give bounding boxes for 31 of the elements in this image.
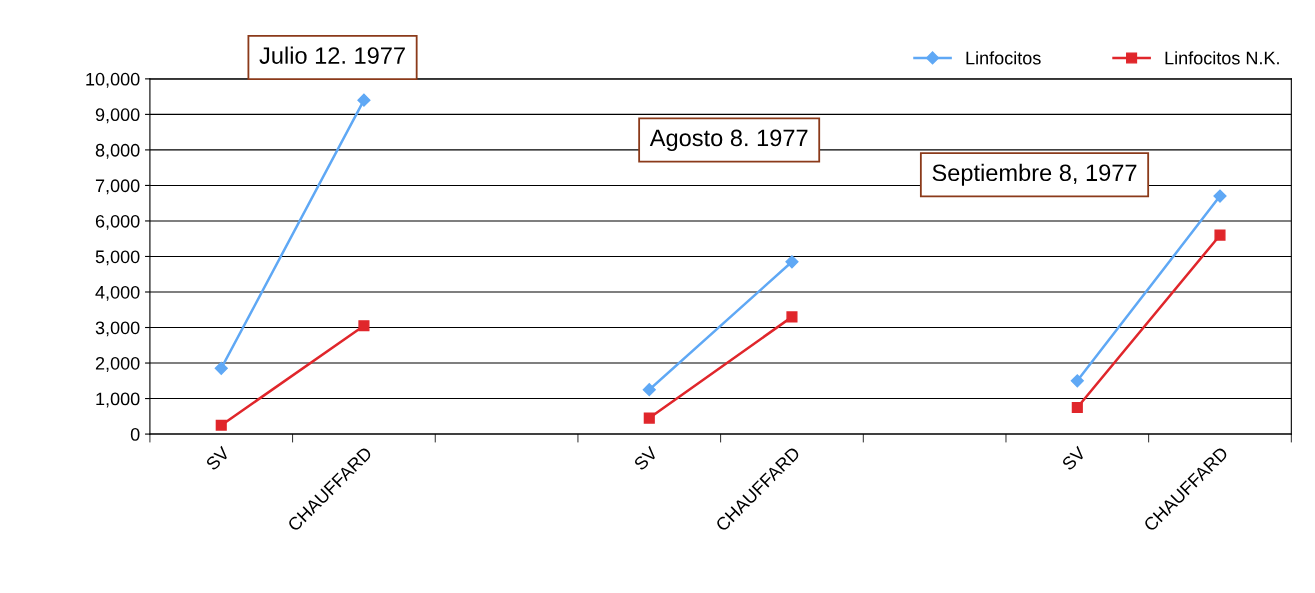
point: [215, 419, 227, 431]
y-tick-label: 7,000: [95, 179, 140, 195]
y-tick-label: 3,000: [95, 321, 140, 337]
point: [214, 361, 228, 375]
y-tick-label: 9,000: [95, 108, 140, 124]
legend-label: Linfocitos: [966, 51, 1041, 65]
y-tick-label: 6,000: [95, 214, 140, 230]
x-tick-label: SV: [205, 445, 231, 472]
point: [357, 93, 371, 107]
point: [358, 320, 370, 332]
annotation: Agosto 8. 1977: [649, 129, 808, 151]
x-tick-label: SV: [633, 445, 659, 472]
point: [1071, 401, 1083, 413]
y-tick-label: 2,000: [95, 356, 140, 372]
annotation: Septiembre 8, 1977: [932, 163, 1137, 186]
point: [1213, 189, 1227, 203]
y-tick-label: 1,000: [96, 392, 140, 408]
y-tick-label: 10,000: [86, 72, 140, 88]
point: [786, 311, 798, 323]
y-tick-label: 4,000: [95, 285, 140, 301]
y-tick-label: 8,000: [95, 143, 140, 159]
point: [785, 255, 799, 269]
legend-label: Linfocitos N.K.: [1165, 51, 1279, 65]
point: [643, 412, 655, 424]
text: Julio 12. 1977: [259, 46, 405, 64]
y-tick-label: 5,000: [95, 250, 140, 266]
point: [642, 383, 656, 397]
x-tick-label: SV: [1061, 445, 1087, 472]
y-tick-label: 0: [130, 428, 140, 441]
point: [1070, 374, 1084, 388]
point: [1214, 229, 1226, 241]
